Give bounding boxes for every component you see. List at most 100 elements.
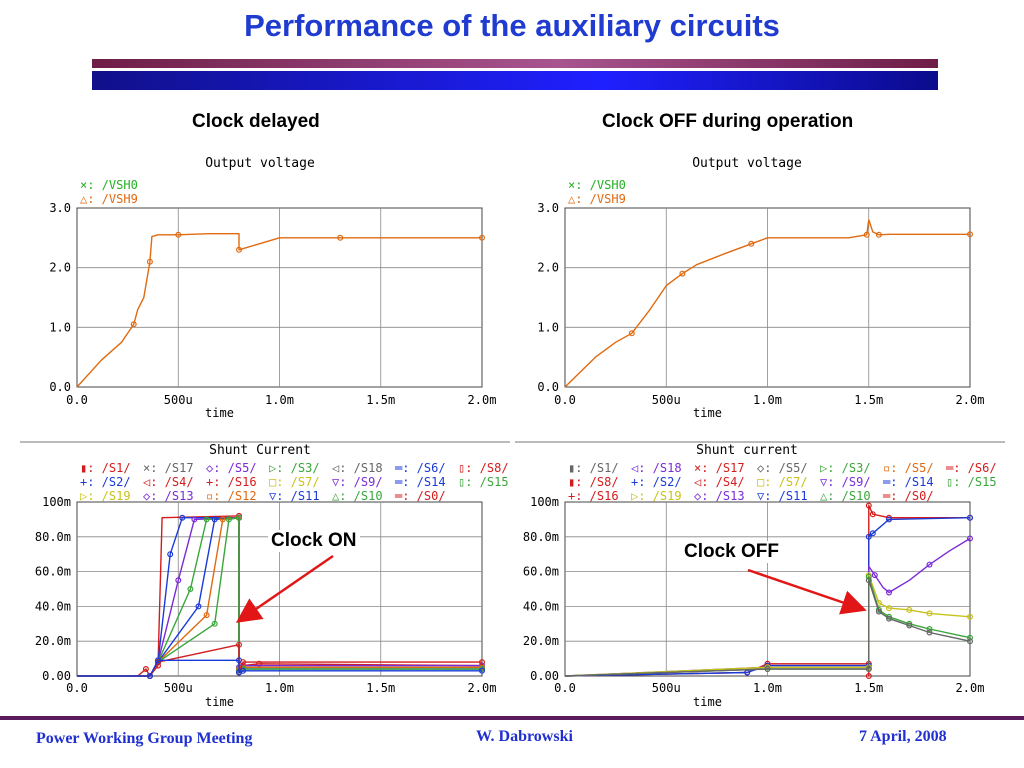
x-axis-label: time [693,695,722,709]
legend-entry: □: /S7/ [269,475,320,489]
legend-entry: ▯: /S8/ [458,461,509,475]
legend-entry: ═: /S14 [882,475,934,489]
y-tick-label: 100m [530,495,559,509]
chart-title: Shunt current [696,443,798,458]
y-tick-label: 100m [42,495,71,509]
legend-entry: ▫: /S5/ [883,461,934,475]
series-marker [865,533,872,540]
series-marker [175,231,182,238]
series-marker [211,516,218,523]
clock-on-arrow [235,554,334,623]
y-tick-label: 0.0 [537,380,559,394]
legend-entry: ▽: /S9/ [332,475,383,489]
series-marker [236,641,243,648]
series-marker [886,615,893,622]
footer-meeting: Power Working Group Meeting [36,730,253,747]
series-marker [479,659,486,666]
legend-entry: ▽: /S9/ [820,475,871,489]
legend-entry: ×: /VSH0 [80,178,138,192]
series-marker [967,634,974,641]
legend-entry: ▯: /S15 [458,475,509,489]
legend-entry: ═: /S0/ [882,489,934,503]
clock-on-label: Clock ON [268,530,360,552]
legend-entry: ◇: /S5/ [757,461,808,475]
x-tick-label: 2.0m [468,681,497,695]
legend-entry: △: /VSH9 [568,192,626,206]
y-tick-label: 3.0 [49,201,71,215]
series-marker [146,258,153,265]
legend-entry: ═: /S0/ [394,489,446,503]
x-tick-label: 500u [164,393,193,407]
x-axis-label: time [205,406,234,420]
series-marker [679,270,686,277]
series-marker [337,234,344,241]
x-tick-label: 0.0 [66,393,88,407]
series-marker [869,511,876,518]
x-tick-label: 1.5m [366,393,395,407]
legend-entry: △: /S10 [820,489,871,503]
y-tick-label: 0.00 [42,669,71,683]
y-tick-label: 80.0m [35,530,71,544]
series-marker [926,629,933,636]
y-tick-label: 40.0m [523,599,559,613]
series-marker [886,589,893,596]
y-tick-label: 40.0m [35,599,71,613]
series-marker [926,626,933,633]
legend-entry: +: /S2/ [631,475,682,489]
series-marker [240,667,247,674]
series-marker [628,330,635,337]
x-tick-label: 1.0m [265,393,294,407]
series-marker [167,551,174,558]
legend-entry: ▮: /S1/ [568,461,619,475]
series-marker [967,231,974,238]
legend-entry: □: /S7/ [757,475,808,489]
legend-entry: +: /S2/ [80,475,131,489]
x-tick-label: 1.5m [854,393,883,407]
x-tick-label: 0.0 [554,681,576,695]
legend-entry: ▽: /S11 [757,489,808,503]
series-marker [211,620,218,627]
series-line-S0 [564,579,971,677]
series-marker [203,612,210,619]
legend-entry: ═: /S14 [394,475,446,489]
y-tick-label: 0.0 [49,380,71,394]
series-marker [142,666,149,673]
footer-rule [0,716,1024,720]
legend-entry: ═: /S6/ [394,461,446,475]
y-tick-label: 1.0 [537,320,559,334]
header-band-bottom [92,71,938,90]
legend-entry: ▷: /S3/ [820,461,871,475]
footer-date: 7 April, 2008 [859,728,947,745]
series-marker [179,514,186,521]
legend-entry: ▷: /S3/ [269,461,320,475]
shunt-current-chart-left: Shunt Current ▮: /S1/ ×: /S17 ◇: /S5/ ▷: /S3… [20,441,510,709]
y-tick-label: 60.0m [35,565,71,579]
x-axis-label: time [693,406,722,420]
series-marker [865,573,872,580]
series-marker [926,610,933,617]
legend-entry: ×: /S17 [694,461,745,475]
legend-entry: ×: /VSH0 [568,178,626,192]
chart-title: Output voltage [692,156,802,171]
series-marker [155,657,162,664]
legend-entry: +: /S16 [568,489,619,503]
series-marker [863,231,870,238]
footer-author: W. Dabrowski [476,728,573,745]
legend-entry: ◁: /S18 [630,461,682,475]
legend-entry: ▮: /S1/ [80,461,131,475]
legend-entry: ▷: /S19 [80,489,131,503]
series-marker [479,234,486,241]
x-tick-label: 1.5m [854,681,883,695]
series-marker [865,577,872,584]
series-marker [906,606,913,613]
x-tick-label: 1.0m [753,393,782,407]
legend-entry: +: /S16 [206,475,257,489]
series-marker [195,603,202,610]
series-line-S7 [564,574,971,677]
y-tick-label: 20.0m [35,634,71,648]
series-marker [967,514,974,521]
x-tick-label: 2.0m [468,393,497,407]
series-marker [146,673,153,680]
x-tick-label: 500u [164,681,193,695]
